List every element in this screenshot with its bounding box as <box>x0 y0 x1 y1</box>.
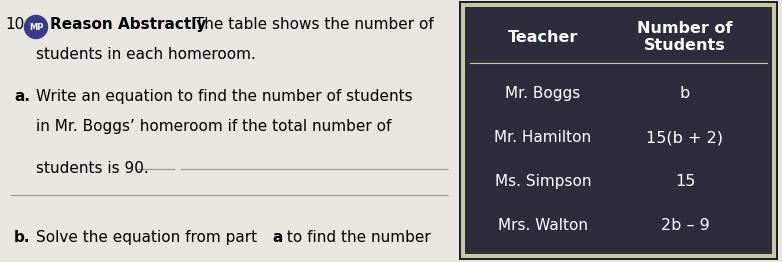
Text: 15: 15 <box>675 174 695 189</box>
Text: Number of
Students: Number of Students <box>637 21 733 53</box>
Text: Mr. Hamilton: Mr. Hamilton <box>494 130 591 145</box>
Text: students in each homeroom.: students in each homeroom. <box>36 47 256 62</box>
FancyBboxPatch shape <box>462 4 775 257</box>
Text: Mrs. Walton: Mrs. Walton <box>498 218 588 233</box>
Text: a.: a. <box>14 89 30 104</box>
Text: MP: MP <box>29 23 43 31</box>
Circle shape <box>24 15 48 39</box>
Text: Mr. Boggs: Mr. Boggs <box>505 86 580 101</box>
Text: 10.: 10. <box>5 17 29 32</box>
Text: a: a <box>272 230 282 245</box>
Text: Teacher: Teacher <box>508 30 578 45</box>
Text: The table shows the number of: The table shows the number of <box>190 17 434 32</box>
Text: Reason Abstractly: Reason Abstractly <box>50 17 206 32</box>
Text: Solve the equation from part: Solve the equation from part <box>36 230 262 245</box>
FancyBboxPatch shape <box>459 1 778 260</box>
Text: to find the number: to find the number <box>282 230 431 245</box>
Text: in Mr. Boggs’ homeroom if the total number of: in Mr. Boggs’ homeroom if the total numb… <box>36 119 391 134</box>
FancyBboxPatch shape <box>465 7 772 254</box>
Text: Ms. Simpson: Ms. Simpson <box>495 174 591 189</box>
Text: 15(b + 2): 15(b + 2) <box>647 130 723 145</box>
Text: students is 90.: students is 90. <box>36 161 149 176</box>
Text: b.: b. <box>14 230 30 245</box>
Text: Write an equation to find the number of students: Write an equation to find the number of … <box>36 89 413 104</box>
Text: 2b – 9: 2b – 9 <box>661 218 709 233</box>
Text: b: b <box>680 86 691 101</box>
